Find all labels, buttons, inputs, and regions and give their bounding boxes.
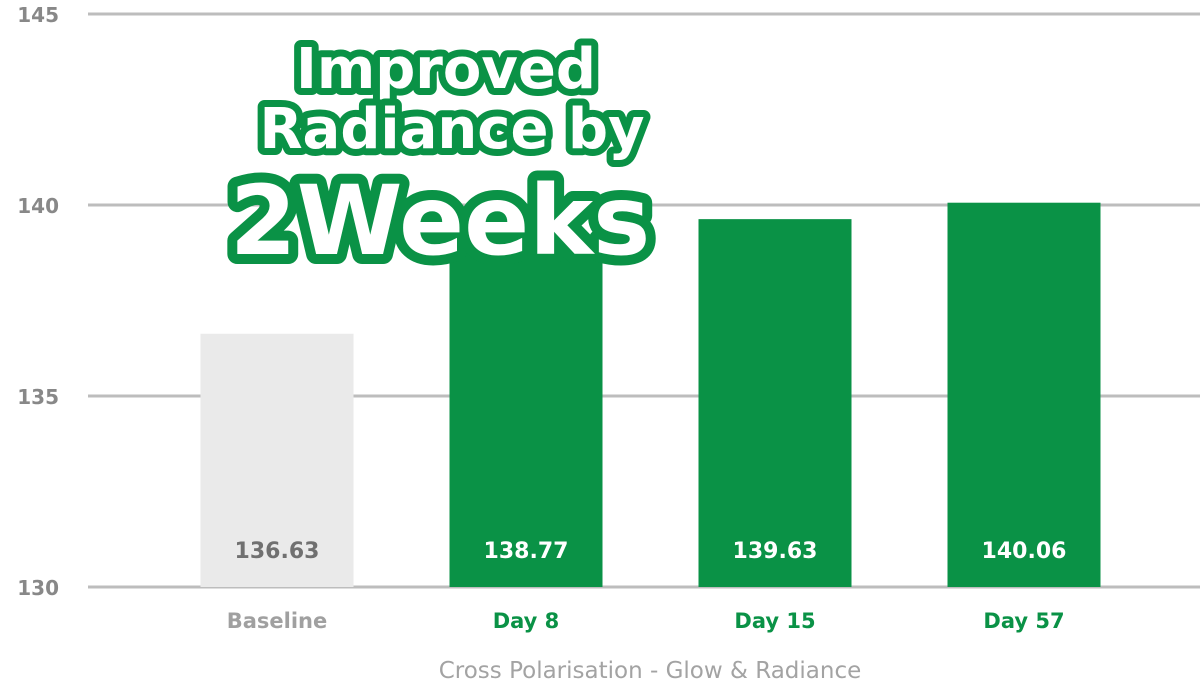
bar xyxy=(698,219,852,587)
bar-value-labels: 136.63 138.77 139.63 140.06 xyxy=(235,539,1067,564)
headline-line-3: 2Weeks xyxy=(230,165,650,277)
bars xyxy=(200,202,1101,587)
y-tick-label: 140 xyxy=(17,194,59,218)
y-axis-ticks: 130 135 140 145 xyxy=(17,3,59,600)
y-tick-label: 145 xyxy=(17,3,59,27)
bar xyxy=(200,333,354,587)
y-tick-label: 130 xyxy=(17,576,59,600)
x-axis-caption: Cross Polarisation - Glow & Radiance xyxy=(439,658,862,684)
headline-overlay: Improved Radiance by 2Weeks xyxy=(220,30,660,287)
bar-value-label: 139.63 xyxy=(733,539,818,564)
bar-value-label: 140.06 xyxy=(982,539,1067,564)
bar-value-label: 136.63 xyxy=(235,539,320,564)
x-category-label: Day 8 xyxy=(493,609,560,633)
x-category-label: Baseline xyxy=(227,609,328,633)
x-category-label: Day 57 xyxy=(983,609,1064,633)
bar xyxy=(449,251,603,587)
headline-line-2: Radiance by xyxy=(259,97,644,162)
y-tick-label: 135 xyxy=(17,385,59,409)
x-axis-category-labels: Baseline Day 8 Day 15 Day 57 xyxy=(227,609,1065,633)
bar xyxy=(947,202,1101,587)
x-category-label: Day 15 xyxy=(734,609,815,633)
headline-line-1: Improved xyxy=(296,37,596,102)
bar-value-label: 138.77 xyxy=(484,539,569,564)
